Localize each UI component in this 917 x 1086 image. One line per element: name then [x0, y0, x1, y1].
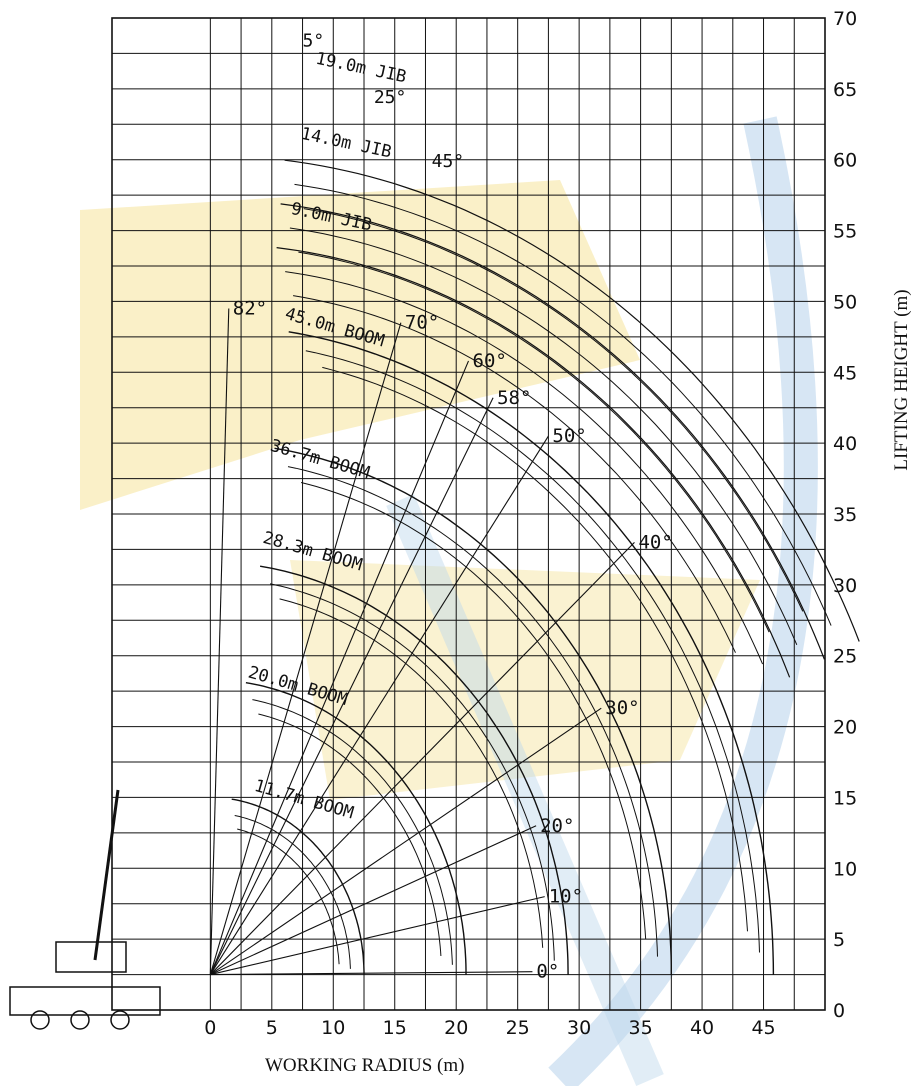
crane-carrier — [9, 986, 161, 1016]
boom-arc — [231, 798, 365, 975]
x-tick-label: 40 — [690, 1017, 714, 1039]
boom-angle-line — [209, 322, 402, 975]
boom-arc-inner — [269, 583, 555, 961]
boom-angle-line — [210, 896, 545, 976]
jib-arc — [280, 203, 825, 660]
chart-grid — [111, 17, 826, 1011]
boom-angle-line — [209, 541, 635, 975]
crane-boom-base — [93, 789, 120, 961]
boom-angle-label: 10° — [549, 886, 583, 908]
boom-length-label: 28.3m BOOM — [261, 528, 365, 575]
jib-arc-inner — [298, 251, 770, 633]
y-tick-label: 10 — [833, 858, 857, 880]
jib-offset-label: 45° — [432, 151, 465, 172]
boom-angle-label: 40° — [638, 531, 672, 553]
y-axis-label: LIFTING HEIGHT (m) — [891, 289, 912, 471]
x-axis-label: WORKING RADIUS (m) — [265, 1055, 465, 1076]
y-tick-label: 15 — [833, 787, 857, 809]
crane-wheel — [70, 1010, 90, 1030]
boom-arc-inner — [287, 466, 658, 957]
x-tick-label: 35 — [629, 1017, 653, 1039]
boom-arc-inner — [234, 815, 351, 969]
boom-arc-inner — [237, 828, 340, 965]
jib-arc-inner — [294, 183, 832, 626]
boom-angle-label: 30° — [605, 697, 639, 719]
radius-arcs — [231, 159, 860, 975]
chart-labels: 0°10°20°30°40°50°58°60°70°82°5°25°45°11.… — [233, 30, 673, 982]
watermark-blue-arc — [548, 116, 818, 1086]
x-tick-label: 25 — [506, 1017, 530, 1039]
boom-angle-line — [209, 435, 549, 975]
boom-length-label: 45.0m BOOM — [283, 304, 387, 351]
boom-angle-line — [209, 397, 494, 975]
jib-arc-inner — [285, 271, 764, 665]
boom-angle-line — [209, 360, 470, 975]
x-tick-label: 45 — [751, 1017, 775, 1039]
jib-length-label: 14.0m JIB — [299, 124, 393, 163]
boom-angle-lines — [209, 308, 635, 976]
jib-offset-label: 25° — [374, 87, 407, 108]
x-tick-label: 15 — [383, 1017, 407, 1039]
y-tick-label: 35 — [833, 504, 857, 526]
crane-wheel — [30, 1010, 50, 1030]
y-tick-label: 65 — [833, 79, 857, 101]
y-tick-label: 30 — [833, 575, 857, 597]
y-tick-label: 25 — [833, 646, 857, 668]
boom-angle-label: 20° — [540, 815, 574, 837]
y-tick-label: 55 — [833, 221, 857, 243]
y-tick-label: 50 — [833, 291, 857, 313]
y-tick-label: 0 — [833, 1000, 845, 1022]
x-tick-label: 20 — [444, 1017, 468, 1039]
jib-arc — [284, 159, 860, 642]
boom-arc — [288, 331, 775, 975]
crane-superstructure — [55, 941, 127, 973]
y-tick-label: 20 — [833, 717, 857, 739]
boom-arc — [245, 682, 467, 975]
jib-offset-label: 5° — [303, 30, 325, 51]
boom-angle-line — [210, 707, 602, 976]
boom-angle-label: 50° — [552, 425, 586, 447]
jib-arc-inner — [293, 295, 736, 653]
x-tick-label: 30 — [567, 1017, 591, 1039]
watermark-blue-stroke — [386, 494, 664, 1086]
crane-outline — [9, 789, 161, 1030]
crane-wheel — [110, 1010, 130, 1030]
boom-arc-inner — [300, 482, 647, 940]
boom-angle-label: 70° — [405, 312, 439, 334]
x-tick-label: 5 — [266, 1017, 278, 1039]
axis-ticks: 0 5 10 15 20 25 30 35 40 45 0 5 10 15 20 25 30 35 40 45 50 55… — [204, 8, 857, 1039]
y-tick-label: 60 — [833, 150, 857, 172]
boom-arc — [259, 565, 569, 975]
boom-angle-label: 58° — [497, 387, 531, 409]
y-tick-label: 70 — [833, 8, 857, 30]
y-tick-label: 5 — [833, 929, 845, 951]
watermark-yellow-bar — [80, 180, 640, 510]
y-tick-label: 45 — [833, 362, 857, 384]
y-tick-label: 40 — [833, 433, 857, 455]
boom-arc-inner — [252, 699, 453, 965]
boom-angle-label: 82° — [233, 298, 267, 320]
x-tick-label: 0 — [204, 1017, 216, 1039]
boom-arc-inner — [279, 598, 544, 948]
boom-angle-line — [210, 971, 533, 976]
jib-arc-inner — [289, 227, 798, 645]
x-tick-label: 10 — [321, 1017, 345, 1039]
boom-arc — [274, 447, 672, 975]
boom-angle-line — [210, 825, 537, 976]
boom-arc-inner — [305, 350, 760, 953]
boom-angle-label: 60° — [473, 350, 507, 372]
boom-arc-inner — [258, 713, 442, 957]
jib-arc — [276, 247, 791, 678]
jib-arc-inner — [303, 208, 804, 612]
boom-arc-inner — [322, 366, 748, 932]
boom-angle-label: 0° — [536, 961, 559, 983]
jib-length-label: 19.0m JIB — [314, 49, 408, 88]
boom-angle-line — [209, 308, 230, 975]
plot-frame — [111, 17, 826, 1011]
